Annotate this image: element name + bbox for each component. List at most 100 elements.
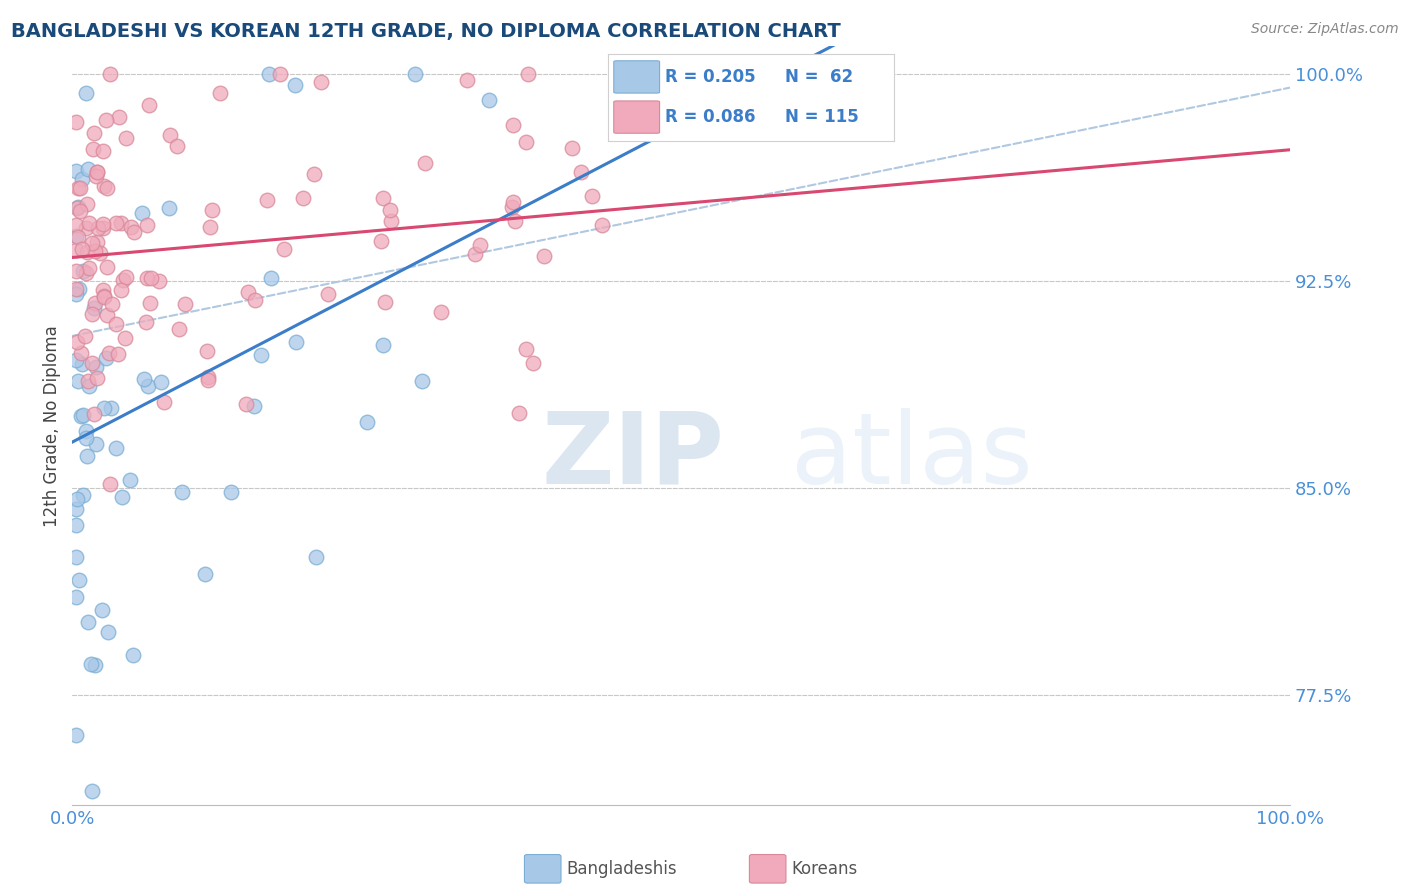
Point [115, 270, 138, 285]
Point [70, 409, 93, 423]
Point [404, 67, 426, 81]
Point [152, 395, 174, 409]
Point [77, 260, 100, 275]
Point [73, 329, 96, 343]
Point [374, 294, 396, 309]
Point [65, 352, 87, 367]
Point [356, 415, 378, 429]
Point [100, 401, 122, 416]
Point [201, 203, 224, 218]
Point [75, 221, 97, 235]
Point [197, 344, 219, 359]
Point [569, 165, 592, 179]
Point [80, 657, 103, 671]
Point [83, 295, 105, 310]
Point [105, 317, 128, 331]
Point [91, 218, 114, 232]
Point [86, 235, 108, 250]
Point [122, 648, 145, 662]
Text: Source: ZipAtlas.com: Source: ZipAtlas.com [1251, 22, 1399, 37]
Point [83, 407, 105, 421]
Point [70, 243, 93, 257]
Point [67, 230, 90, 244]
Point [75, 266, 97, 280]
Point [503, 213, 526, 227]
Point [70, 357, 93, 371]
Point [304, 550, 326, 565]
Point [114, 331, 136, 345]
Point [69, 204, 91, 219]
Point [139, 270, 162, 285]
Point [581, 188, 603, 202]
Text: Bangladeshis: Bangladeshis [567, 860, 678, 878]
Point [75, 86, 97, 100]
Point [65, 590, 87, 604]
Point [80, 356, 103, 370]
Point [515, 342, 537, 356]
Point [97, 625, 120, 640]
Point [82, 235, 104, 250]
Point [86, 165, 108, 179]
Point [72, 408, 94, 422]
Point [76, 245, 98, 260]
Point [104, 442, 127, 456]
Point [292, 191, 315, 205]
Point [96, 181, 118, 195]
Point [65, 517, 87, 532]
Point [65, 281, 87, 295]
Point [98, 67, 121, 81]
Point [70, 346, 93, 360]
Point [221, 484, 243, 499]
Point [83, 126, 105, 140]
Point [80, 784, 103, 798]
Point [96, 308, 118, 322]
Point [138, 97, 160, 112]
Point [93, 290, 115, 304]
Point [134, 372, 156, 386]
Point [370, 235, 392, 249]
Point [93, 401, 115, 416]
Point [112, 273, 135, 287]
Point [380, 214, 402, 228]
Point [94, 112, 117, 127]
Point [66, 492, 89, 507]
Point [86, 165, 108, 179]
Point [245, 293, 267, 307]
Point [285, 334, 308, 349]
Point [591, 218, 613, 232]
Point [260, 270, 283, 285]
Point [77, 162, 100, 177]
Point [318, 287, 340, 301]
Point [515, 135, 537, 149]
Point [273, 242, 295, 256]
Point [84, 658, 107, 673]
Point [430, 305, 453, 319]
Point [100, 296, 122, 310]
Point [65, 264, 87, 278]
Point [65, 728, 87, 742]
Point [110, 283, 132, 297]
Point [517, 67, 540, 81]
Point [502, 194, 524, 209]
Point [197, 374, 219, 388]
Point [302, 167, 325, 181]
Point [65, 229, 87, 244]
Point [502, 119, 524, 133]
Point [115, 131, 138, 145]
Point [257, 67, 280, 81]
Point [371, 191, 394, 205]
Point [79, 215, 101, 229]
Point [242, 399, 264, 413]
Point [135, 219, 157, 233]
Point [463, 247, 485, 261]
Point [69, 181, 91, 195]
Point [67, 200, 90, 214]
Point [72, 263, 94, 277]
Point [148, 274, 170, 288]
Point [235, 397, 257, 411]
Point [107, 347, 129, 361]
Point [470, 238, 492, 252]
Point [198, 219, 221, 234]
Point [159, 128, 181, 142]
Point [96, 260, 118, 275]
